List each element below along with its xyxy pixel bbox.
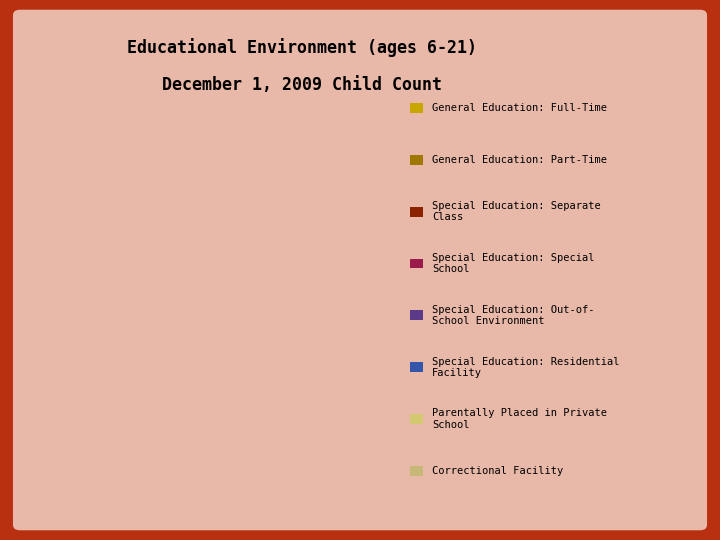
Wedge shape [75, 153, 359, 452]
Text: Special Education: Residential
Facility: Special Education: Residential Facility [432, 356, 619, 378]
Wedge shape [176, 154, 209, 302]
Wedge shape [199, 153, 209, 302]
Text: Special Education: Special
School: Special Education: Special School [432, 253, 595, 274]
Text: 8%: 8% [166, 181, 186, 199]
Wedge shape [59, 190, 209, 369]
Wedge shape [190, 153, 209, 302]
Text: Correctional Facility: Correctional Facility [432, 466, 563, 476]
Text: 21%: 21% [112, 280, 150, 300]
Wedge shape [110, 156, 209, 302]
Text: General Education: Full-Time: General Education: Full-Time [432, 103, 607, 113]
Wedge shape [204, 153, 209, 302]
Text: December 1, 2009 Child Count: December 1, 2009 Child Count [163, 76, 442, 93]
Text: 68%: 68% [233, 347, 275, 372]
Text: Educational Environment (ages 6-21): Educational Environment (ages 6-21) [127, 38, 477, 57]
Text: General Education: Part-Time: General Education: Part-Time [432, 155, 607, 165]
Text: Special Education: Out-of-
School Environment: Special Education: Out-of- School Enviro… [432, 305, 595, 326]
Text: Special Education: Separate
Class: Special Education: Separate Class [432, 201, 600, 222]
Text: Parentally Placed in Private
School: Parentally Placed in Private School [432, 408, 607, 430]
